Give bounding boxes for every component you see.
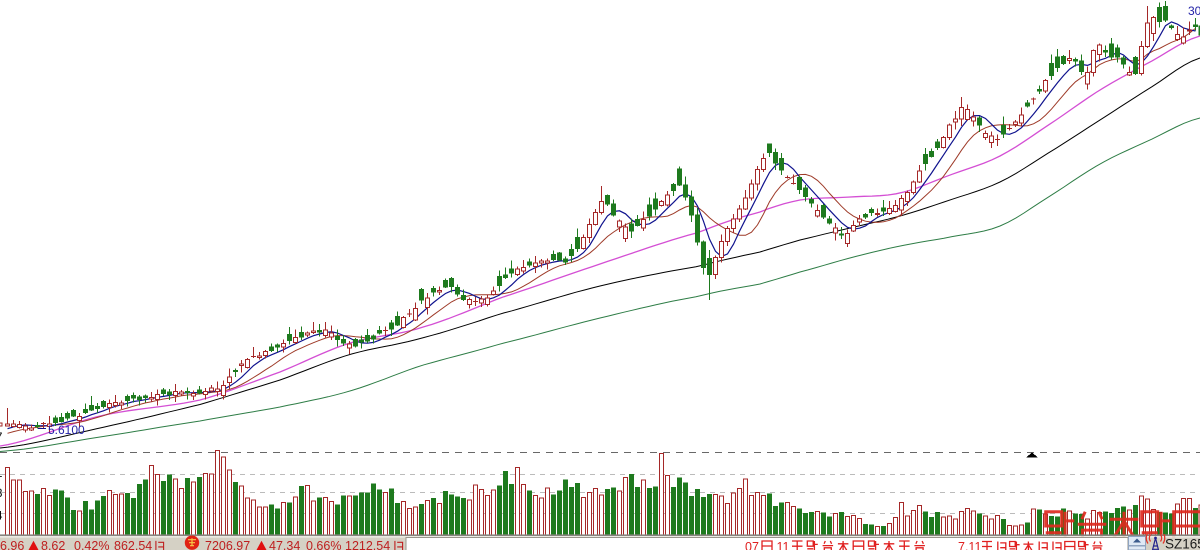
svg-text:1: 1 [0,468,2,480]
svg-text:8: 8 [0,488,2,500]
svg-text:862.54: 862.54 [114,539,152,550]
svg-text:47.34: 47.34 [269,539,300,550]
svg-text:SZ165: SZ165 [1165,537,1200,550]
svg-text:7.11: 7.11 [958,540,981,550]
svg-text:6.96: 6.96 [0,539,24,550]
svg-text:0.66%: 0.66% [306,539,341,550]
svg-text:7206.97: 7206.97 [205,539,250,550]
svg-text:0.42%: 0.42% [74,539,109,550]
svg-text:1212.54: 1212.54 [345,539,390,550]
svg-text:07: 07 [745,540,759,550]
svg-text:30: 30 [1188,4,1200,18]
svg-text:11: 11 [777,540,790,550]
svg-text:8.62: 8.62 [41,539,65,550]
svg-text:7: 7 [0,432,2,444]
svg-text:4: 4 [0,511,3,523]
svg-text:5.6100: 5.6100 [48,423,85,437]
